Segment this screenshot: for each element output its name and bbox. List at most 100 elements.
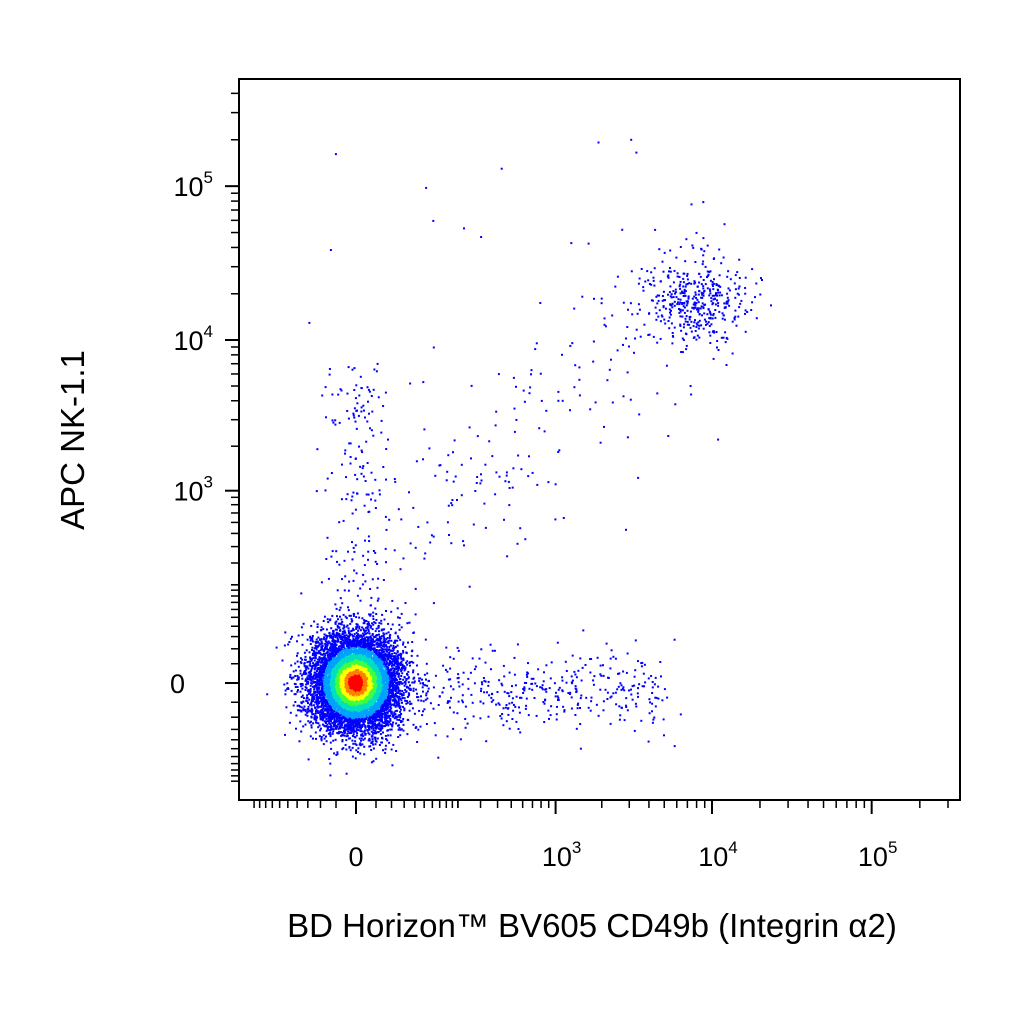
event-dot [334,722,337,725]
event-dot [418,680,421,682]
event-dot [310,669,313,672]
event-dot [308,721,311,724]
event-dot [394,710,397,713]
event-dot [323,669,326,672]
event-dot [313,698,316,701]
event-dot [326,659,329,662]
event-dot [288,721,291,724]
event-dot [347,606,349,609]
event-dot [284,693,287,696]
event-dot [341,740,344,743]
event-dot [362,738,365,741]
event-dot [342,632,345,635]
event-dot [323,655,326,658]
event-dot [395,750,398,752]
event-dot [375,634,378,637]
event-dot [412,661,415,664]
event-dot [290,664,293,667]
event-dot [296,640,298,643]
event-dot [371,734,374,737]
event-dot [391,725,394,728]
event-dot [319,700,322,703]
event-dot [373,701,376,704]
event-dot [310,637,313,640]
event-dot [398,707,401,710]
event-dot [394,695,397,698]
event-dot [294,675,297,677]
event-dot [326,726,329,729]
event-dot [307,667,310,670]
event-dot [394,715,397,718]
event-dot [296,678,299,681]
event-dot [425,692,428,695]
event-dot [326,705,329,708]
event-dot [275,646,278,649]
event-dot [337,727,340,730]
event-dot [327,640,330,643]
event-dot [310,726,313,729]
event-dot [351,649,354,652]
event-dot [377,731,380,733]
event-dot [351,746,354,749]
event-dot [370,646,373,649]
event-dot [314,718,317,721]
event-dot [266,693,269,696]
event-dot [321,642,324,645]
event-dot [342,641,345,644]
event-dot [399,716,402,719]
event-dot [379,655,382,658]
event-dot [395,716,398,719]
event-dot [312,662,315,665]
event-dot [402,705,404,708]
event-dot [317,640,319,643]
event-dot [326,698,329,701]
event-dot [369,721,372,724]
event-dot [309,639,312,642]
event-dot [390,649,393,652]
event-dot [401,663,404,666]
event-dot [309,643,312,645]
event-dot [304,710,307,713]
event-dot [330,627,333,630]
event-dot [384,719,387,722]
event-dot [434,734,437,737]
event-dot [394,632,397,635]
event-dot [350,630,353,633]
event-dot [368,737,371,740]
event-dot [329,733,332,736]
event-dot [386,717,389,720]
event-dot [325,729,328,732]
event-dot [359,629,362,632]
event-dot [299,720,302,723]
event-dot [323,615,326,618]
event-dot [339,629,341,632]
event-dot [399,719,402,722]
event-dot [368,733,371,736]
event-dot [337,723,340,726]
event-dot [397,687,400,690]
event-dot [336,624,339,627]
event-dot [371,718,374,721]
event-dot [400,670,403,673]
event-dot [397,728,400,731]
event-dot [383,700,386,702]
event-dot [334,621,337,624]
event-dot [332,638,334,641]
event-dot [358,625,361,628]
event-dot [307,720,310,723]
event-dot [322,703,325,706]
event-dot [350,659,353,662]
event-dot [405,702,408,705]
event-dot [359,599,362,602]
event-dot [352,655,355,658]
event-dot [314,712,317,715]
event-dot [325,640,328,643]
event-dot [357,729,360,731]
event-dot [346,734,349,737]
event-dot [321,688,323,690]
event-dot [332,635,335,638]
event-dot [399,734,402,737]
event-dot [404,668,407,671]
event-dot [368,686,371,689]
event-dot [333,720,336,722]
